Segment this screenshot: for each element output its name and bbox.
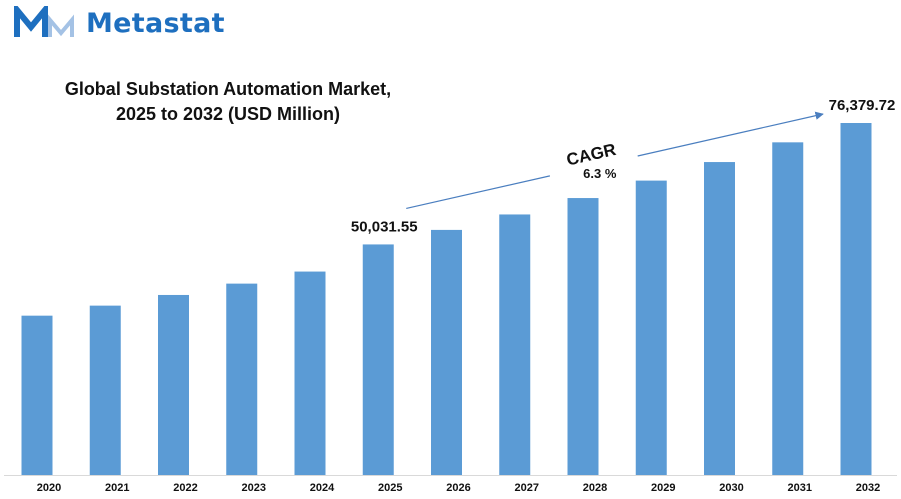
cagr-arrow-line-right (637, 111, 824, 157)
x-tick-label-2023: 2023 (242, 482, 266, 494)
brand-logo: Metastat (14, 6, 225, 40)
data-labels: 50,031.55 76,379.72 (351, 97, 895, 235)
bar-2021 (89, 305, 121, 475)
bar-2027 (499, 214, 531, 475)
bar-2029 (635, 180, 667, 475)
x-tick-label-2031: 2031 (788, 482, 812, 494)
x-tick-label-2021: 2021 (105, 482, 129, 494)
data-label-2025: 50,031.55 (351, 218, 418, 235)
bar-2028 (567, 198, 599, 475)
bar-group (21, 123, 872, 476)
bar-2025 (362, 244, 394, 475)
bar-2030 (704, 162, 735, 476)
x-tick-label-2025: 2025 (378, 482, 402, 494)
bar-2032 (840, 123, 872, 475)
chart-title-line-2: 2025 to 2032 (USD Million) (115, 104, 341, 124)
bar-2031 (772, 142, 804, 476)
chart-title: Global Substation Automation Market, 202… (30, 77, 426, 127)
x-tick-label-2024: 2024 (310, 482, 335, 494)
x-tick-label-2029: 2029 (651, 482, 675, 494)
metastat-m-logo-icon (14, 6, 74, 37)
bar-2026 (431, 229, 462, 475)
x-tick-label-2032: 2032 (856, 482, 880, 494)
cagr-arrow-line-left (406, 175, 551, 210)
x-tick-label-2027: 2027 (515, 482, 539, 494)
data-label-2032: 76,379.72 (829, 97, 896, 114)
brand-name: Metastat (86, 7, 225, 39)
cagr-value: 6.3 % (583, 166, 617, 181)
x-tick-label-2022: 2022 (173, 482, 197, 494)
bar-2024 (294, 271, 326, 475)
bar-2020 (21, 315, 53, 475)
x-tick-label-2030: 2030 (719, 482, 743, 494)
x-tick-label-2026: 2026 (446, 482, 470, 494)
x-tick-label-2020: 2020 (37, 482, 61, 494)
x-axis-tick-labels: 2020 2021 2022 2023 2024 2025 2026 2027 2028 2029… (37, 482, 880, 494)
x-tick-label-2028: 2028 (583, 482, 607, 494)
bar-2022 (158, 294, 189, 475)
bar-2023 (226, 283, 258, 475)
chart-title-line-1: Global Substation Automation Market, (64, 79, 392, 99)
